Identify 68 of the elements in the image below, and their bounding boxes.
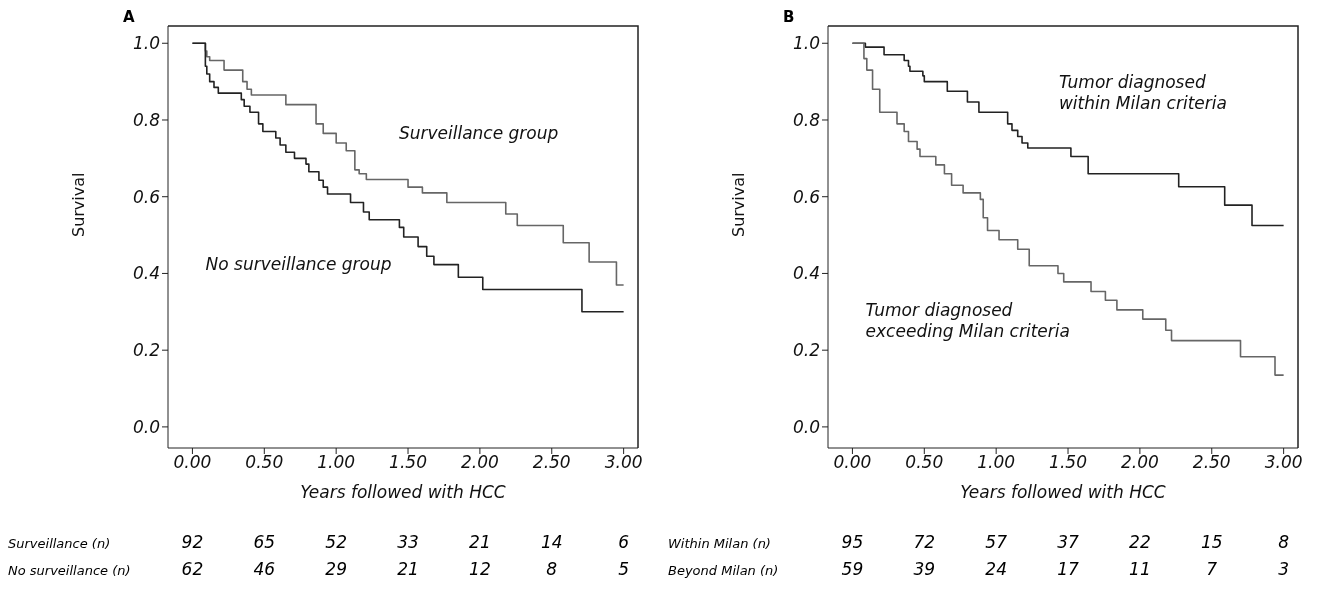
series-label: No surveillance group <box>205 253 392 274</box>
chart-title: B <box>783 8 795 26</box>
y-tick-label: 0.6 <box>132 186 161 207</box>
y-axis-title: Survival <box>728 172 748 237</box>
text: 11 <box>1128 559 1152 579</box>
y-tick-label: 0.4 <box>132 263 160 284</box>
text: Surveillance group <box>398 123 559 144</box>
x-tick-label: 2.00 <box>1120 452 1159 473</box>
x-tick-label: 0.50 <box>245 452 284 473</box>
y-tick-label: 0.8 <box>132 110 161 131</box>
text: 5 <box>617 559 631 579</box>
x-axis-title: Years followed with HCC <box>300 482 506 502</box>
text: Surveillance (n) <box>8 536 111 551</box>
text: 21 <box>396 559 420 579</box>
series-label: Tumor diagnosed exceeding Milan criteria <box>865 299 1070 341</box>
text: 65 <box>252 532 277 552</box>
x-tick-label: 1.00 <box>317 452 356 473</box>
text: 8 <box>1277 532 1291 552</box>
chart-title: A <box>123 8 135 26</box>
x-tick-label: 1.50 <box>389 452 427 473</box>
text: 37 <box>1056 532 1080 552</box>
text: 14 <box>539 532 564 552</box>
y-tick-label: 0.6 <box>792 186 821 207</box>
text: 52 <box>324 532 348 552</box>
text: 72 <box>912 532 937 552</box>
text: No surveillance (n) <box>8 563 131 578</box>
x-tick-label: 2.50 <box>532 452 571 473</box>
text: 22 <box>1128 532 1152 552</box>
y-tick-label: 0.2 <box>792 340 820 361</box>
text: 24 <box>984 559 1008 579</box>
y-tick-label: 1.0 <box>132 33 160 54</box>
x-axis-title: Years followed with HCC <box>960 482 1166 502</box>
text: 57 <box>984 532 1008 552</box>
text: 3 <box>1277 559 1291 579</box>
x-tick-label: 3.00 <box>604 452 643 473</box>
x-tick-label: 1.00 <box>977 452 1016 473</box>
y-tick-label: 0.2 <box>132 340 160 361</box>
y-tick-label: 0.4 <box>792 263 820 284</box>
text: 29 <box>324 559 348 579</box>
text: Within Milan (n) <box>668 536 771 551</box>
y-axis-title: Survival <box>68 172 88 237</box>
x-tick-label: 3.00 <box>1264 452 1303 473</box>
x-tick-label: 0.00 <box>833 452 872 473</box>
text: Beyond Milan (n) <box>668 563 779 578</box>
text: 21 <box>468 532 492 552</box>
text: 7 <box>1205 559 1219 579</box>
x-tick-label: 0.00 <box>173 452 212 473</box>
text: 33 <box>396 532 420 552</box>
x-tick-label: 2.00 <box>460 452 499 473</box>
x-tick-label: 2.50 <box>1192 452 1231 473</box>
y-tick-label: 0.8 <box>792 110 821 131</box>
text: 12 <box>468 559 492 579</box>
text: 62 <box>180 559 205 579</box>
text: 95 <box>840 532 865 552</box>
text: 59 <box>840 559 865 579</box>
y-tick-label: 0.0 <box>132 416 160 437</box>
y-tick-label: 0.0 <box>792 416 820 437</box>
text: 8 <box>545 559 559 579</box>
x-tick-label: 1.50 <box>1049 452 1087 473</box>
text: 92 <box>180 532 205 552</box>
text: 17 <box>1056 559 1080 579</box>
x-tick-label: 0.50 <box>905 452 944 473</box>
text: 6 <box>617 532 631 552</box>
text: 15 <box>1199 532 1224 552</box>
text: Tumor diagnosed within Milan criteria <box>1058 72 1227 113</box>
text: 46 <box>252 559 277 579</box>
text: 39 <box>912 559 937 579</box>
y-tick-label: 1.0 <box>792 33 820 54</box>
